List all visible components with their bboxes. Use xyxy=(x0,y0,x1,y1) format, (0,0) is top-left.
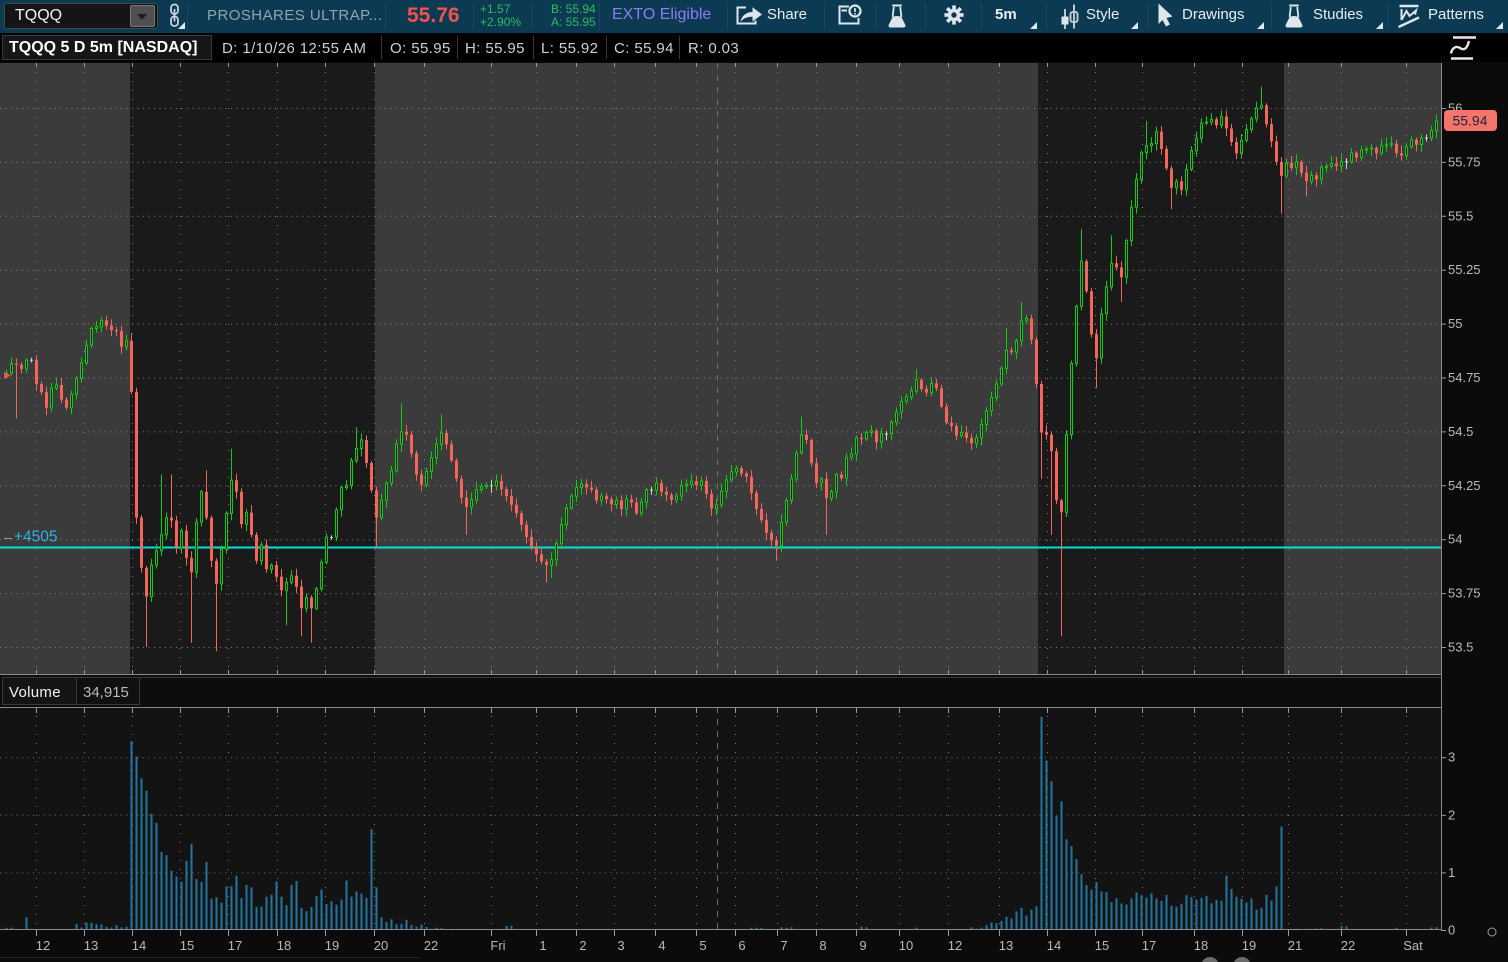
svg-text:15: 15 xyxy=(180,938,194,953)
svg-text:14: 14 xyxy=(132,938,146,953)
svg-text:22: 22 xyxy=(1341,938,1355,953)
svg-text:3: 3 xyxy=(617,938,624,953)
svg-text:54.25: 54.25 xyxy=(1448,478,1481,493)
svg-text:+4505: +4505 xyxy=(14,529,58,546)
svg-text:12: 12 xyxy=(36,938,50,953)
svg-text:55.25: 55.25 xyxy=(1448,262,1481,277)
svg-text:2: 2 xyxy=(579,938,586,953)
svg-text:22: 22 xyxy=(424,938,438,953)
svg-text:13: 13 xyxy=(999,938,1013,953)
svg-text:1: 1 xyxy=(539,938,546,953)
svg-text:53.5: 53.5 xyxy=(1448,640,1473,655)
svg-text:7: 7 xyxy=(780,938,787,953)
svg-text:2: 2 xyxy=(1448,807,1455,822)
svg-text:54.5: 54.5 xyxy=(1448,424,1473,439)
svg-text:12: 12 xyxy=(948,938,962,953)
svg-text:15: 15 xyxy=(1095,938,1109,953)
svg-text:6: 6 xyxy=(738,938,745,953)
svg-text:Fri: Fri xyxy=(490,938,505,953)
svg-text:55.94: 55.94 xyxy=(1452,113,1487,129)
svg-text:10: 10 xyxy=(899,938,913,953)
svg-text:55.5: 55.5 xyxy=(1448,208,1473,223)
svg-text:0: 0 xyxy=(1448,923,1455,938)
svg-text:13: 13 xyxy=(84,938,98,953)
svg-text:55.75: 55.75 xyxy=(1448,154,1481,169)
svg-text:53.75: 53.75 xyxy=(1448,586,1481,601)
svg-text:3: 3 xyxy=(1448,750,1455,765)
svg-text:54.75: 54.75 xyxy=(1448,370,1481,385)
svg-text:8: 8 xyxy=(819,938,826,953)
svg-text:1: 1 xyxy=(1448,865,1455,880)
svg-text:4: 4 xyxy=(658,938,665,953)
svg-text:Volume: Volume xyxy=(9,684,61,701)
svg-text:17: 17 xyxy=(228,938,242,953)
svg-text:21: 21 xyxy=(1288,938,1302,953)
svg-text:14: 14 xyxy=(1047,938,1061,953)
svg-text:18: 18 xyxy=(1194,938,1208,953)
svg-text:5: 5 xyxy=(699,938,706,953)
svg-text:17: 17 xyxy=(1142,938,1156,953)
svg-text:9: 9 xyxy=(859,938,866,953)
svg-text:18: 18 xyxy=(277,938,291,953)
svg-text:Sat: Sat xyxy=(1403,938,1423,953)
svg-text:20: 20 xyxy=(374,938,388,953)
svg-text:54: 54 xyxy=(1448,532,1462,547)
svg-text:34,915: 34,915 xyxy=(83,684,129,701)
svg-text:19: 19 xyxy=(325,938,339,953)
svg-text:55: 55 xyxy=(1448,316,1462,331)
svg-text:19: 19 xyxy=(1242,938,1256,953)
